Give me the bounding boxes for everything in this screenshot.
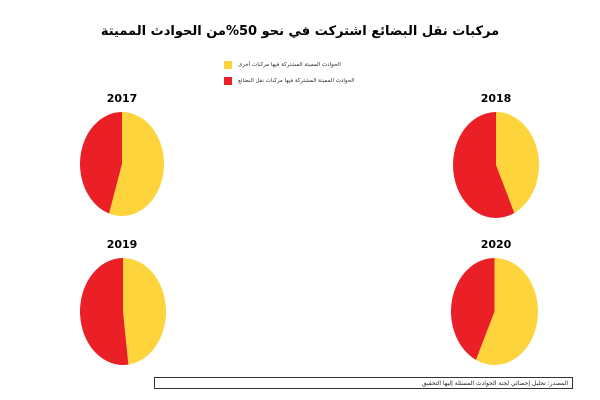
pie-2019-slice-freight-vehicles (80, 258, 129, 365)
pie-2018-slice-other-vehicles (496, 112, 539, 213)
legend-item-freight-vehicles: الحوادث المميتة المشتركة فيها مركبات نقل… (224, 74, 374, 88)
year-label-2017: 2017 (106, 92, 138, 105)
legend-swatch-freight-vehicles (224, 77, 232, 85)
pie-2020 (451, 258, 538, 365)
legend-label-freight-vehicles: الحوادث المميتة المشتركة فيها مركبات نقل… (238, 78, 355, 84)
pie-2018-slice-freight-vehicles (453, 112, 515, 218)
source-note: المصدر: تحليل إحصائي لجنة الحوادث المسئل… (154, 377, 573, 389)
pie-2020-slice-freight-vehicles (451, 258, 495, 360)
legend-item-other-vehicles: الحوادث المميتة المشتركة فيها مركبات أخر… (224, 58, 374, 72)
year-label-2019: 2019 (106, 238, 138, 251)
chart-title: مركبات نقل البضائع اشتركت في نحو 50%من ا… (100, 24, 500, 39)
pie-2020-slice-other-vehicles (475, 258, 538, 365)
pie-2019-slice-other-vehicles (123, 258, 166, 365)
pie-2017-slice-freight-vehicles (79, 112, 122, 214)
pie-2017 (79, 112, 164, 216)
legend: الحوادث المميتة المشتركة فيها مركبات أخر… (224, 58, 374, 90)
pie-2018 (453, 112, 539, 218)
legend-swatch-other-vehicles (224, 61, 232, 69)
year-label-2018: 2018 (480, 92, 512, 105)
year-label-2020: 2020 (480, 238, 512, 251)
legend-label-other-vehicles: الحوادث المميتة المشتركة فيها مركبات أخر… (238, 62, 341, 68)
pie-2019 (80, 258, 166, 365)
pie-2017-slice-other-vehicles (109, 112, 164, 216)
